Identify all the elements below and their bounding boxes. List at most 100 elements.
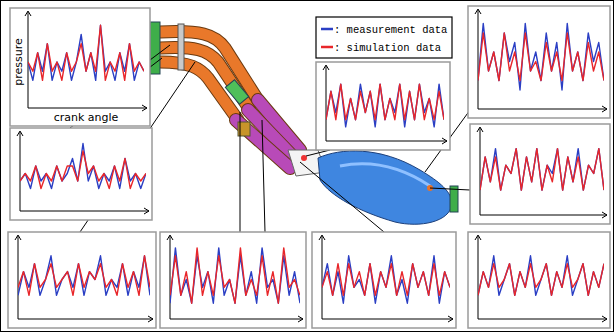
plot-area	[478, 256, 604, 295]
pressure-line	[322, 256, 450, 303]
y-axis	[322, 236, 323, 319]
flange	[178, 24, 184, 70]
y-axis	[478, 10, 479, 109]
axis-arrow	[25, 11, 31, 16]
axis-arrow	[602, 106, 607, 112]
panel	[468, 6, 610, 118]
x-axis	[20, 211, 149, 212]
panel	[10, 128, 152, 220]
axis-arrow	[475, 9, 481, 14]
pressure-line	[478, 256, 604, 295]
axis-arrow	[477, 127, 483, 132]
y-axis	[28, 12, 29, 108]
plot-area	[28, 25, 144, 80]
inset-chart	[160, 232, 306, 328]
plot-area	[20, 144, 146, 189]
panel	[10, 8, 150, 126]
y-axis	[18, 236, 19, 319]
x-axis	[28, 108, 147, 109]
leader-line	[430, 188, 470, 190]
pressure-line	[170, 248, 300, 303]
pressure-line	[326, 84, 444, 127]
panel	[470, 124, 610, 224]
axis-arrow	[17, 131, 23, 136]
inset-chart	[468, 232, 610, 328]
inset-chart	[468, 6, 610, 118]
pressure-line	[322, 264, 450, 296]
x-axis	[18, 319, 153, 320]
inset-chart	[10, 128, 152, 220]
plot-area	[322, 256, 450, 303]
plot-area	[480, 149, 604, 191]
axis-arrow	[442, 138, 447, 144]
leader-line	[300, 162, 384, 232]
y-axis	[170, 236, 171, 319]
frame	[1, 1, 614, 332]
axis-arrow	[15, 235, 21, 240]
x-axis	[478, 109, 607, 110]
inset-chart	[312, 232, 456, 328]
y-axis	[326, 66, 327, 141]
figure: pressure crank angle : measurement data : s…	[0, 0, 614, 332]
axis-arrow	[298, 316, 303, 322]
pipe	[160, 62, 238, 120]
inset-chart	[316, 62, 450, 150]
panel	[8, 232, 156, 328]
y-axis	[478, 236, 479, 319]
axis-arrow	[144, 208, 149, 214]
pressure-line	[480, 149, 604, 191]
plot-area	[18, 256, 150, 295]
legend-label: : simulation data	[334, 42, 441, 54]
plot-area	[170, 248, 300, 303]
y-axis	[20, 132, 21, 211]
leader-line	[150, 45, 170, 60]
axis-arrow	[148, 316, 153, 322]
panel	[468, 232, 610, 328]
legend-box	[316, 17, 452, 58]
flange	[225, 80, 248, 105]
pressure-line	[18, 256, 150, 295]
axis-arrow	[142, 105, 147, 111]
pressure-line	[480, 149, 604, 191]
panel	[316, 62, 450, 150]
pressure-line	[478, 24, 604, 91]
exhaust-manifold	[150, 22, 458, 224]
flange	[450, 186, 458, 212]
pressure-line	[28, 25, 144, 80]
highlight	[340, 164, 430, 186]
pressure-line	[18, 256, 150, 295]
inset-chart	[8, 232, 156, 328]
pipe-outline	[160, 62, 238, 120]
x-axis	[478, 319, 607, 320]
axis-arrow	[602, 316, 607, 322]
axis-arrow	[448, 316, 453, 322]
x-axis	[480, 215, 607, 216]
pressure-line	[478, 264, 604, 296]
inset-chart	[470, 124, 610, 224]
plot-area	[326, 84, 444, 127]
axis-arrow	[475, 235, 481, 240]
pressure-line	[478, 33, 604, 81]
legend: : measurement data : simulation data	[316, 17, 452, 58]
panel	[160, 232, 306, 328]
inset-chart: pressure crank angle	[10, 8, 150, 126]
axis-arrow	[167, 235, 173, 240]
legend-swatch	[321, 46, 333, 49]
axis-arrow	[319, 235, 325, 240]
y-label: pressure	[12, 38, 25, 86]
leader-line	[306, 150, 330, 156]
x-axis	[326, 141, 447, 142]
axis-arrow	[602, 212, 607, 218]
axis-arrow	[323, 65, 329, 70]
pressure-line	[20, 144, 146, 189]
legend-label: : measurement data	[334, 24, 447, 36]
leader-line	[262, 120, 265, 232]
x-axis	[322, 319, 453, 320]
pressure-line	[326, 84, 444, 120]
leader-line	[240, 112, 241, 232]
panel	[312, 232, 456, 328]
x-label: crank angle	[54, 111, 119, 124]
pressure-line	[170, 248, 300, 303]
pressure-line	[20, 151, 146, 189]
y-axis	[480, 128, 481, 215]
